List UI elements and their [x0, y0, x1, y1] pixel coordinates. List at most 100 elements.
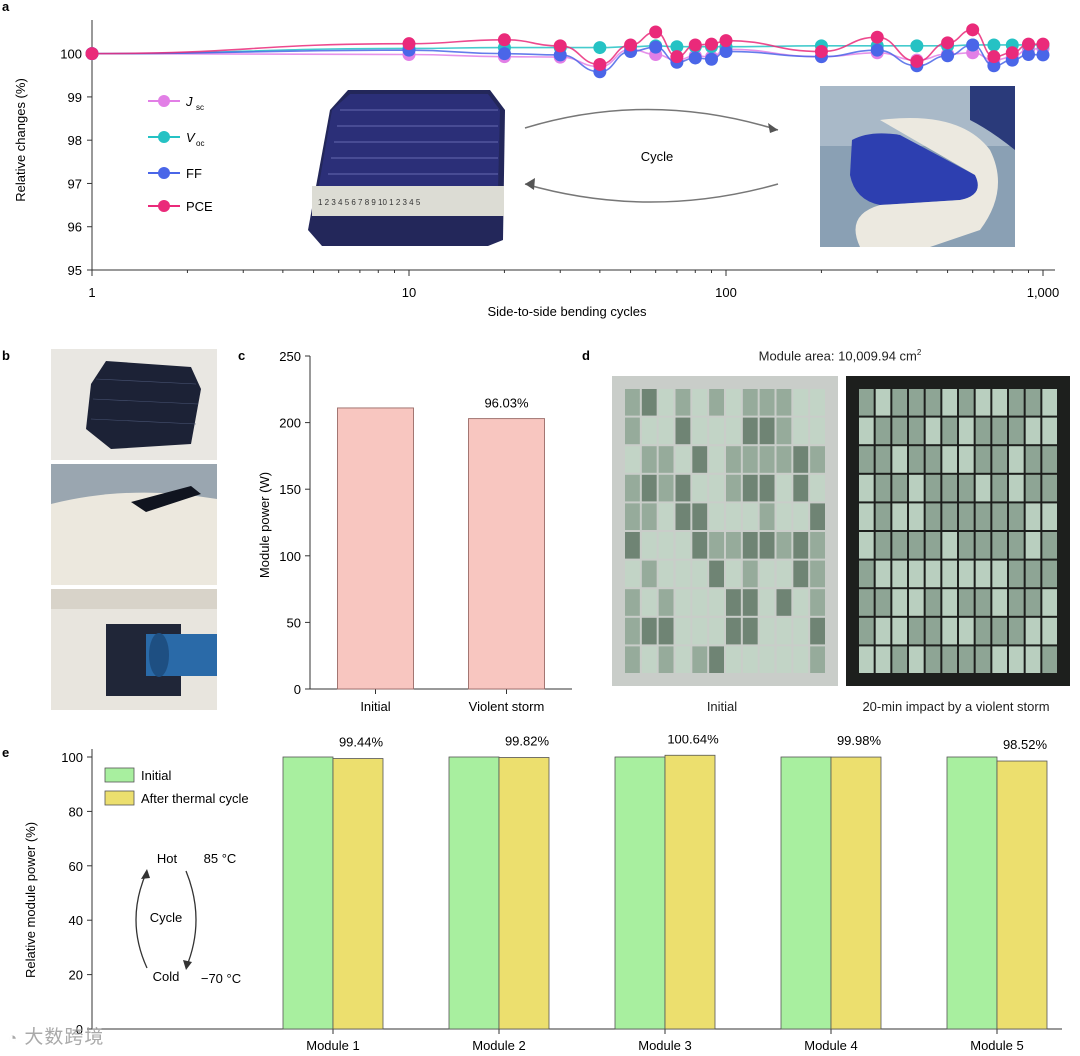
chart-a-point-pce [85, 47, 99, 61]
el-cell [1042, 474, 1057, 502]
el-cell [859, 617, 874, 645]
chart-a-xtick-label: 1 [88, 285, 95, 300]
el-cell [925, 503, 941, 530]
chart-c-data-label: 96.03% [484, 396, 529, 411]
el-cell [1042, 417, 1057, 445]
el-cell [658, 474, 674, 502]
chart-e-bars-group: Module 1 99.44% Module 2 99.82% Module 3 100.… [282, 735, 1048, 1053]
chart-e-bar-initial [780, 756, 832, 1030]
el-cell [625, 617, 640, 645]
el-cell [942, 589, 957, 616]
legend-label-pce: PCE [186, 199, 213, 214]
el-cell [892, 474, 907, 502]
chart-c-module-power: 0 50 100 150 200 250 Module power (W) Initial… [257, 349, 572, 714]
chart-c-ytick-label: 0 [294, 682, 301, 697]
el-cell [992, 532, 1007, 559]
el-cell [859, 532, 874, 559]
el-cell [709, 617, 724, 645]
photo-b-module-on-tarp [51, 349, 217, 460]
photo-b-module-under-blower [51, 589, 217, 710]
el-cell [641, 474, 657, 502]
el-cell [726, 389, 741, 416]
el-cell [892, 446, 907, 473]
chart-a-point-pce [553, 39, 567, 53]
el-cell [793, 474, 809, 502]
chart-e-bar-initial [282, 756, 334, 1030]
watermark-text: 大数跨境 [24, 1027, 105, 1048]
el-cell [675, 589, 691, 616]
el-cell [742, 474, 758, 502]
el-cell [692, 617, 708, 645]
el-cell [641, 589, 657, 616]
el-cell [1025, 474, 1041, 502]
chart-a-point-ff [941, 49, 955, 63]
el-cell [892, 560, 907, 588]
el-cell [810, 589, 825, 616]
el-cell [875, 532, 891, 559]
el-cell [759, 617, 775, 645]
chart-e-bar-after [996, 760, 1048, 1030]
el-cell [975, 532, 991, 559]
el-cell [793, 446, 809, 473]
el-cell [726, 560, 741, 588]
el-cell [793, 417, 809, 445]
chart-a-ytick-label: 98 [68, 133, 82, 148]
el-cell [1042, 560, 1057, 588]
chart-a-axes: 95 96 97 98 99 100 1 10 100 1,000 [60, 20, 1059, 300]
el-cell [959, 532, 974, 559]
chart-e-ytick-label: 0 [76, 1022, 83, 1037]
el-cell [810, 446, 825, 473]
chart-a-point-pce [1021, 37, 1035, 51]
el-cell [641, 417, 657, 445]
el-cell [726, 589, 741, 616]
el-cell [793, 589, 809, 616]
el-cell [1009, 532, 1024, 559]
el-cell [625, 503, 640, 530]
panel-label-b: b [2, 348, 10, 363]
el-cell [759, 532, 775, 559]
el-cell [859, 560, 874, 588]
el-cell [675, 474, 691, 502]
el-cell [692, 503, 708, 530]
el-cell [793, 389, 809, 416]
chart-c-category-label: Initial [360, 699, 390, 714]
panel-d-title-text: Module area: 10,009.94 cm [758, 348, 917, 364]
el-cell [675, 389, 691, 416]
el-cell [692, 389, 708, 416]
el-cell [726, 646, 741, 673]
el-cell [959, 617, 974, 645]
chart-e-bar-after [664, 754, 716, 1030]
el-cell [892, 589, 907, 616]
el-cell [726, 474, 741, 502]
el-cell [975, 417, 991, 445]
panel-label-d: d [582, 348, 590, 363]
inset-hot-label: Hot [157, 851, 178, 866]
el-cell [1009, 389, 1024, 416]
chart-e-ylabel: Relative module power (%) [23, 822, 38, 978]
chart-c-ytick-label: 50 [287, 615, 301, 630]
chart-a-ytick-label: 95 [68, 263, 82, 278]
el-cell [1042, 646, 1057, 673]
el-cell [709, 503, 724, 530]
el-cell [909, 446, 924, 473]
el-cell [892, 617, 907, 645]
el-cell [793, 560, 809, 588]
el-cell [776, 532, 792, 559]
chart-a-point-pce [987, 50, 1001, 64]
el-cell [692, 532, 708, 559]
el-cell [942, 446, 957, 473]
chart-a-ytick-label: 96 [68, 220, 82, 235]
el-cell [1025, 560, 1041, 588]
chart-c-ylabel: Module power (W) [257, 472, 272, 578]
legend-item-ff: FF [148, 166, 202, 181]
el-cell [975, 560, 991, 588]
el-cell [942, 474, 957, 502]
el-cell [875, 617, 891, 645]
el-cell [742, 560, 758, 588]
chart-a-point-pce [1036, 37, 1050, 51]
chart-a-ytick-label: 99 [68, 90, 82, 105]
legend-sub-voc: oc [196, 139, 204, 148]
legend-label-voc: V [186, 130, 196, 145]
el-cell [810, 503, 825, 530]
chart-e-category-label: Module 2 [472, 1038, 525, 1053]
